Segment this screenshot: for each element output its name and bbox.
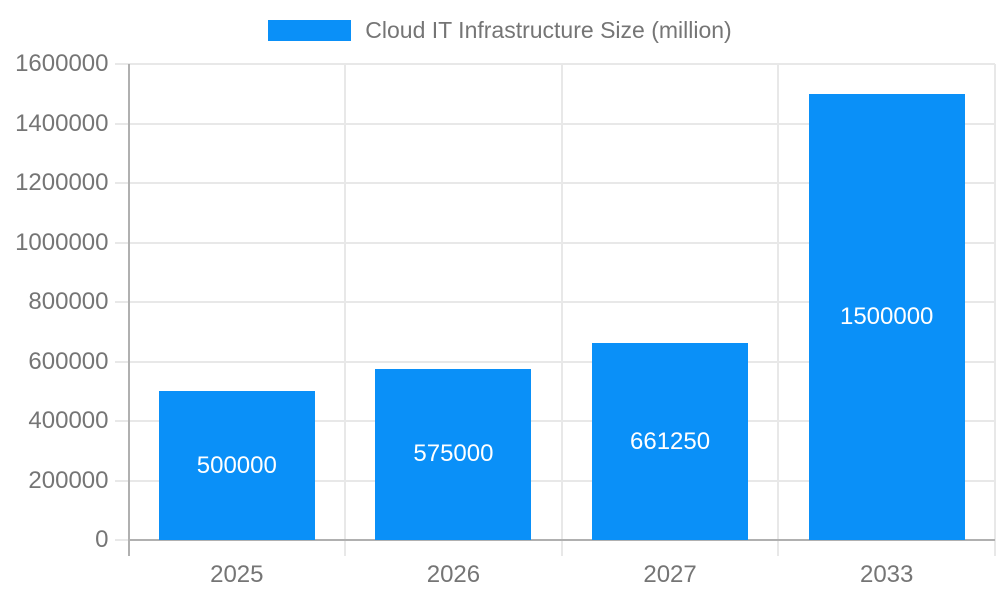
- y-axis-tick-label: 1000000: [15, 228, 109, 256]
- y-axis-tick: [114, 479, 129, 482]
- y-axis-tick-label: 800000: [28, 288, 109, 315]
- gridline-vertical: [344, 64, 347, 556]
- y-axis-tick-label: 1200000: [15, 169, 109, 196]
- y-axis-line: [127, 64, 130, 556]
- x-axis-tick-label: 2026: [426, 561, 481, 588]
- y-axis-tick-label: 0: [95, 526, 109, 553]
- y-axis-tick: [114, 241, 129, 244]
- bar-2027[interactable]: [592, 343, 749, 540]
- legend-item[interactable]: Cloud IT Infrastructure Size (million): [0, 17, 1000, 44]
- y-axis-tick: [114, 182, 129, 184]
- y-axis-tick-label: 400000: [28, 407, 109, 434]
- bar-value-label: 500000: [196, 451, 277, 479]
- gridline-vertical: [777, 64, 780, 556]
- bar-value-label: 661250: [630, 427, 711, 455]
- bar-value-label: 1500000: [839, 302, 934, 330]
- x-axis-line: [128, 539, 995, 541]
- y-axis-tick-label: 1600000: [15, 50, 109, 77]
- legend-swatch: [268, 20, 352, 41]
- y-axis-tick: [114, 360, 129, 363]
- x-axis-tick-label: 2027: [643, 561, 697, 588]
- y-axis-tick: [114, 301, 129, 303]
- y-axis-tick: [114, 122, 129, 125]
- y-axis-tick-label: 1400000: [15, 109, 109, 137]
- x-axis-tick-label: 2025: [210, 561, 264, 588]
- y-axis-tick-label: 200000: [28, 466, 109, 494]
- bar-2033[interactable]: [808, 93, 965, 540]
- gridline-vertical: [560, 64, 563, 556]
- legend-label: Cloud IT Infrastructure Size (million): [365, 17, 732, 43]
- x-axis-tick-label: 2033: [859, 561, 914, 588]
- bar-value-label: 575000: [413, 440, 494, 468]
- bar-2026[interactable]: [375, 368, 532, 540]
- y-axis-tick: [114, 539, 129, 541]
- y-axis-tick: [114, 63, 129, 65]
- y-axis-tick-label: 600000: [28, 347, 109, 375]
- gridline-vertical: [994, 64, 996, 556]
- bar-2025[interactable]: [158, 391, 315, 540]
- y-axis-tick: [114, 420, 129, 422]
